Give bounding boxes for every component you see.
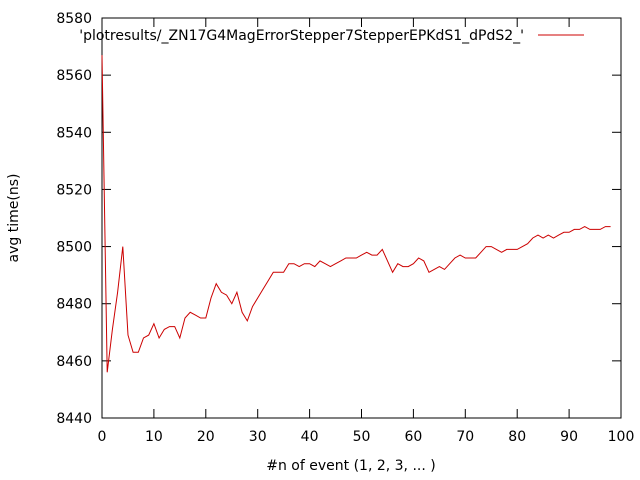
- series-line: [101, 55, 611, 373]
- x-tick-label: 30: [249, 429, 267, 445]
- legend-label: 'plotresults/_ZN17G4MagErrorStepper7Step…: [79, 28, 524, 44]
- x-tick-label: 10: [145, 429, 163, 445]
- y-tick-label: 8560: [56, 68, 92, 84]
- x-tick-label: 0: [98, 429, 107, 445]
- y-axis: 8440 8460 8480 8500 8520 8540 8560 8580: [56, 11, 621, 427]
- y-tick-label: 8480: [56, 297, 92, 313]
- y-tick-label: 8580: [56, 11, 92, 27]
- x-tick-label: 80: [508, 429, 526, 445]
- x-axis-label: #n of event (1, 2, 3, ... ): [266, 458, 435, 474]
- x-tick-label: 60: [404, 429, 422, 445]
- x-tick-label: 90: [560, 429, 578, 445]
- y-tick-label: 8460: [56, 354, 92, 370]
- y-tick-label: 8540: [56, 125, 92, 141]
- y-axis-label: avg time(ns): [6, 174, 22, 263]
- x-tick-label: 20: [197, 429, 215, 445]
- plot-frame: [101, 17, 622, 419]
- x-tick-label: 100: [608, 429, 635, 445]
- y-tick-label: 8500: [56, 240, 92, 256]
- x-tick-label: 40: [301, 429, 319, 445]
- y-tick-label: 8520: [56, 182, 92, 198]
- x-tick-label: 50: [353, 429, 371, 445]
- x-tick-label: 70: [456, 429, 474, 445]
- y-tick-label: 8440: [56, 411, 92, 427]
- x-axis: 0 10 20 30 40 50 60 70 80 90 100: [98, 18, 635, 445]
